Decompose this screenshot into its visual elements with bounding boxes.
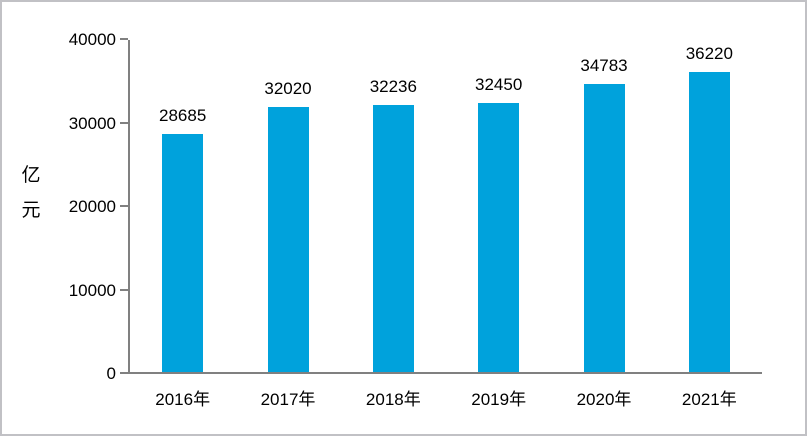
y-tick-label: 0 bbox=[106, 364, 116, 383]
bar bbox=[583, 83, 625, 372]
y-tick-label: 40000 bbox=[68, 30, 116, 49]
x-axis-line bbox=[128, 372, 762, 374]
y-tick-mark bbox=[120, 288, 128, 291]
y-tick-mark bbox=[120, 121, 128, 124]
bar-value-label: 32450 bbox=[475, 75, 523, 95]
x-tick-label: 2017年 bbox=[260, 390, 316, 409]
bar bbox=[478, 103, 520, 372]
y-tick-label: 20000 bbox=[68, 197, 116, 216]
x-tick-label: 2020年 bbox=[576, 390, 632, 409]
y-axis-line bbox=[128, 40, 130, 374]
bar-value-label: 32020 bbox=[264, 78, 312, 98]
bar-value-label: 36220 bbox=[685, 43, 733, 63]
y-tick-label: 10000 bbox=[68, 280, 116, 300]
bar bbox=[267, 106, 309, 372]
x-tick-label: 2016年 bbox=[155, 390, 211, 409]
bar bbox=[688, 71, 730, 372]
y-axis-title: 亿 元 bbox=[21, 165, 41, 221]
x-tick-label: 2018年 bbox=[365, 390, 421, 409]
y-tick-mark bbox=[120, 372, 128, 374]
bar bbox=[372, 104, 414, 372]
x-tick-label: 2021年 bbox=[681, 390, 737, 409]
y-tick-mark bbox=[120, 38, 128, 40]
x-tick-label: 2019年 bbox=[471, 390, 527, 409]
bar bbox=[162, 134, 204, 372]
bar-value-label: 34783 bbox=[580, 55, 628, 75]
bar-value-label: 28685 bbox=[159, 106, 207, 126]
y-tick-label: 30000 bbox=[68, 113, 116, 133]
bar-value-label: 32236 bbox=[369, 76, 417, 96]
y-tick-mark bbox=[120, 205, 128, 207]
